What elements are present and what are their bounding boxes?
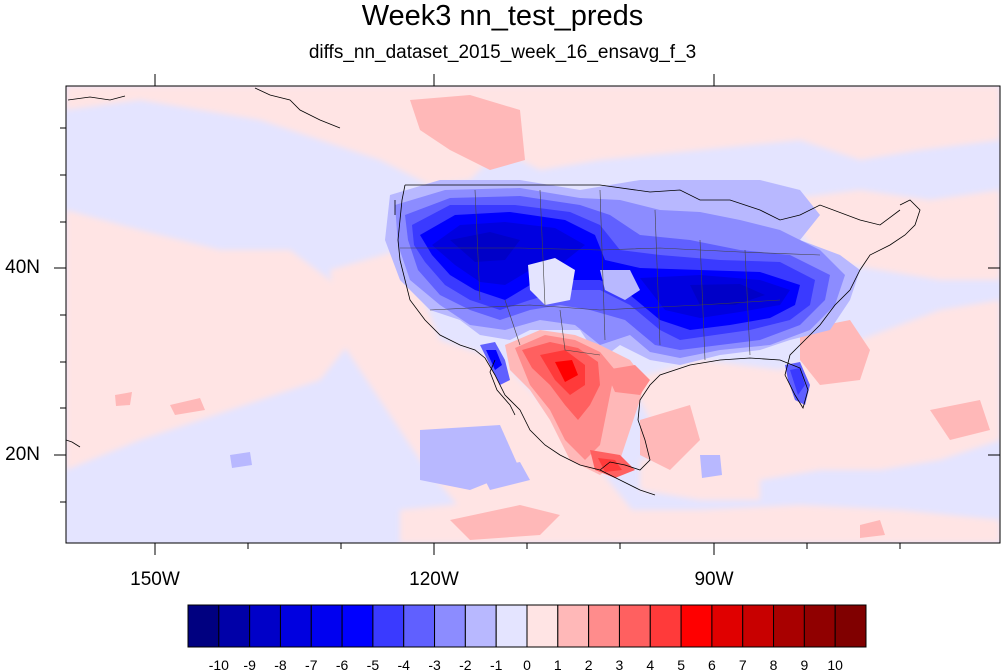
colorbar-swatch (434, 604, 466, 648)
colorbar-label: -2 (459, 657, 472, 672)
colorbar-label: -5 (367, 657, 380, 672)
colorbar-label: 1 (554, 657, 562, 672)
colorbar-label: -1 (490, 657, 503, 672)
florida-anomaly (785, 362, 810, 405)
colorbar-label: 6 (708, 657, 716, 672)
colorbar-swatch (773, 604, 805, 648)
colorbar-label: -9 (243, 657, 256, 672)
lat-label-40n: 40N (5, 257, 40, 278)
baja-anomaly (480, 342, 510, 385)
colorbar-label: 2 (585, 657, 593, 672)
colorbar: -10 -9 -8 -7 -6 -5 -4 -3 -2 -1 0 1 2 3 4 5 6 7 8 9 10 (187, 604, 867, 672)
colorbar-label: -3 (428, 657, 441, 672)
colorbar-swatch (526, 604, 559, 648)
colorbar-label: -7 (305, 657, 318, 672)
colorbar-label: 9 (800, 657, 808, 672)
colorbar-swatch (249, 604, 281, 648)
colorbar-swatch (218, 604, 251, 648)
colorbar-swatch (680, 604, 713, 648)
colorbar-label: -4 (398, 657, 411, 672)
colorbar-swatch (310, 604, 343, 648)
state-boundaries (400, 189, 821, 361)
anomaly-field (66, 86, 1000, 543)
colorbar-label: -8 (274, 657, 287, 672)
colorbar-label: 5 (677, 657, 685, 672)
colorbar-swatch (834, 604, 867, 648)
colorbar-swatch (341, 604, 374, 648)
colorbar-swatch (403, 604, 436, 648)
colorbar-swatch (372, 604, 405, 648)
colorbar-swatch (588, 604, 620, 648)
colorbar-swatch (464, 604, 497, 648)
coastlines (66, 87, 921, 496)
map-title: Week3 nn_test_preds (361, 0, 644, 32)
colorbar-label: 3 (616, 657, 624, 672)
colorbar-swatch (279, 604, 312, 648)
colorbar-label: -10 (209, 657, 229, 672)
colorbar-label: 0 (523, 657, 531, 672)
colorbar-label: 4 (646, 657, 654, 672)
positive-ocean-patches (115, 95, 990, 540)
lon-label-120w: 120W (409, 569, 459, 590)
negative-anomaly-core (385, 180, 860, 365)
positive-anomaly-core (505, 330, 650, 478)
map-subtitle: diffs_nn_dataset_2015_week_16_ensavg_f_3 (308, 42, 697, 63)
colorbar-label: 10 (827, 657, 843, 672)
colorbar-label: 7 (739, 657, 747, 672)
colorbar-swatch (618, 604, 651, 648)
axis-ticks (54, 74, 1000, 555)
lon-label-150w: 150W (130, 569, 180, 590)
colorbar-swatch (557, 604, 590, 648)
colorbar-swatch (742, 604, 775, 648)
colorbar-swatch (187, 604, 220, 648)
colorbar-swatch (711, 604, 744, 648)
colorbar-swatch (649, 604, 682, 648)
colorbar-swatch (803, 604, 836, 648)
colorbar-swatch (495, 604, 528, 648)
lon-label-90w: 90W (694, 569, 734, 590)
negative-ocean-patches (230, 425, 722, 490)
colorbar-label: -6 (336, 657, 349, 672)
colorbar-label: 8 (770, 657, 778, 672)
lat-label-20n: 20N (5, 444, 40, 465)
